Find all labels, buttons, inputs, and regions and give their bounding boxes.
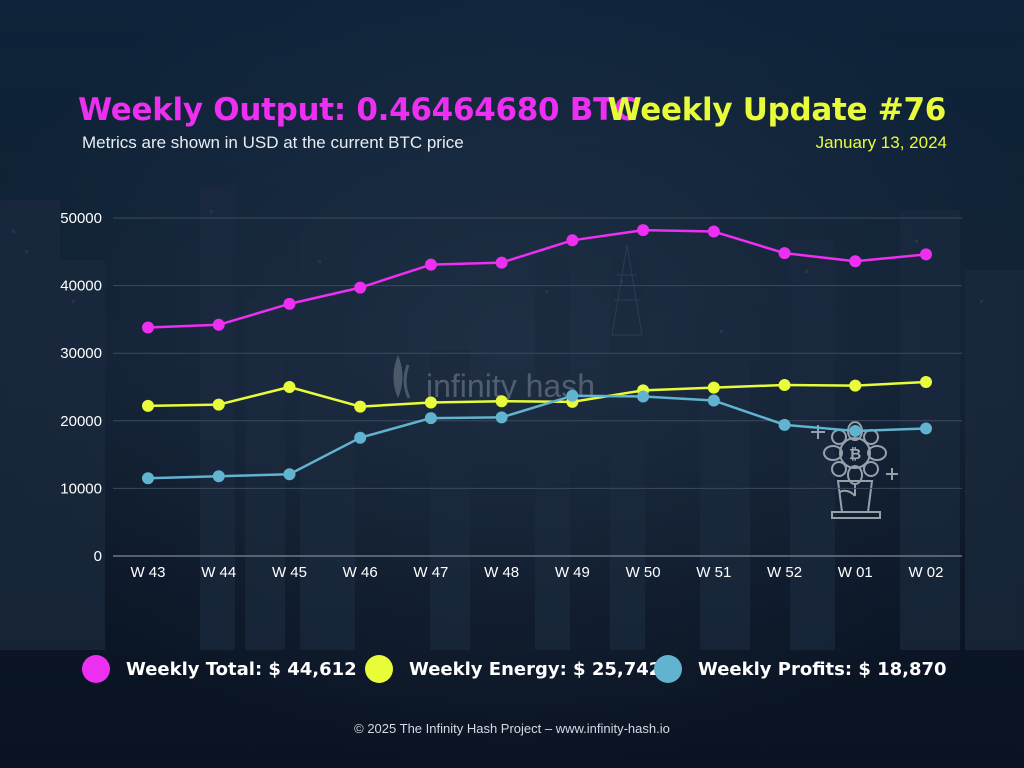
data-point-weekly-profits-w-01 bbox=[849, 424, 862, 437]
data-point-weekly-profits-w-52 bbox=[778, 418, 791, 431]
data-point-weekly-energy-w-44 bbox=[212, 398, 225, 411]
x-tick-label-w-43: W 43 bbox=[130, 564, 165, 581]
weekly-update-title: Weekly Update #76 bbox=[607, 92, 946, 128]
data-point-weekly-energy-w-43 bbox=[142, 399, 154, 412]
data-point-weekly-energy-w-45 bbox=[283, 381, 296, 393]
svg-text:₿: ₿ bbox=[849, 446, 861, 463]
data-point-weekly-profits-w-50 bbox=[637, 390, 650, 403]
data-point-weekly-total-w-43 bbox=[142, 321, 154, 334]
x-tick-label-w-47: W 47 bbox=[413, 564, 448, 581]
data-point-weekly-energy-w-02 bbox=[920, 375, 932, 388]
legend-swatch-weekly-profits bbox=[654, 655, 682, 683]
legend-label-weekly-total: Weekly Total: $ 44,612 bbox=[126, 658, 357, 680]
data-point-weekly-total-w-51 bbox=[707, 225, 720, 238]
x-tick-label-w-44: W 44 bbox=[201, 564, 236, 581]
legend-item-weekly-total: Weekly Total: $ 44,612 bbox=[82, 651, 357, 687]
series-line-weekly-energy bbox=[147, 380, 927, 408]
chart-legend: Weekly Total: $ 44,612 Weekly Energy: $ … bbox=[0, 651, 1024, 691]
x-tick-label-w-51: W 51 bbox=[696, 564, 731, 581]
data-point-weekly-profits-w-46 bbox=[354, 431, 367, 444]
data-point-weekly-total-w-49 bbox=[566, 234, 579, 247]
y-tick-label-50000: 50000 bbox=[60, 210, 102, 227]
legend-label-weekly-energy: Weekly Energy: $ 25,742 bbox=[409, 658, 662, 680]
y-tick-label-30000: 30000 bbox=[60, 345, 102, 362]
data-point-weekly-profits-w-49 bbox=[566, 389, 579, 402]
data-point-weekly-total-w-52 bbox=[778, 247, 791, 260]
data-point-weekly-profits-w-45 bbox=[283, 468, 296, 481]
data-point-weekly-energy-w-01 bbox=[849, 379, 862, 392]
data-point-weekly-total-w-50 bbox=[637, 224, 650, 237]
series-line-weekly-total bbox=[147, 228, 927, 329]
legend-item-weekly-profits: Weekly Profits: $ 18,870 bbox=[654, 651, 947, 687]
data-point-weekly-profits-w-51 bbox=[707, 394, 720, 407]
data-point-weekly-profits-w-47 bbox=[424, 412, 437, 425]
data-point-weekly-profits-w-43 bbox=[142, 472, 154, 485]
chart-series bbox=[142, 224, 932, 485]
data-point-weekly-energy-w-52 bbox=[778, 378, 791, 391]
data-point-weekly-energy-w-46 bbox=[354, 400, 367, 413]
legend-item-weekly-energy: Weekly Energy: $ 25,742 bbox=[365, 651, 661, 687]
data-point-weekly-total-w-44 bbox=[212, 318, 225, 331]
metrics-subtitle: Metrics are shown in USD at the current … bbox=[82, 133, 464, 152]
x-tick-label-w-46: W 46 bbox=[343, 564, 378, 581]
y-tick-label-40000: 40000 bbox=[60, 278, 102, 295]
data-point-weekly-total-w-01 bbox=[849, 255, 862, 268]
weekly-output-title: Weekly Output: 0.46464680 BTC bbox=[78, 92, 637, 128]
data-point-weekly-total-w-45 bbox=[283, 297, 296, 310]
y-tick-label-10000: 10000 bbox=[60, 480, 102, 497]
legend-label-weekly-profits: Weekly Profits: $ 18,870 bbox=[698, 658, 947, 680]
y-tick-label-0: 0 bbox=[94, 548, 102, 565]
series-line-weekly-profits bbox=[147, 394, 927, 480]
x-tick-label-w-49: W 49 bbox=[555, 564, 590, 581]
data-point-weekly-total-w-48 bbox=[495, 256, 508, 269]
data-point-weekly-energy-w-47 bbox=[424, 396, 437, 409]
data-point-weekly-total-w-46 bbox=[354, 281, 367, 294]
data-point-weekly-profits-w-02 bbox=[920, 422, 932, 435]
data-point-weekly-total-w-02 bbox=[920, 248, 932, 261]
y-tick-label-20000: 20000 bbox=[60, 413, 102, 430]
data-point-weekly-total-w-47 bbox=[424, 258, 437, 271]
x-tick-label-w-52: W 52 bbox=[767, 564, 802, 581]
x-tick-label-w-50: W 50 bbox=[626, 564, 661, 581]
x-axis-ticks: W 43 W 44 W 45 W 46 W 47 W 48 W 49 W 50 W 51 W 52… bbox=[130, 564, 943, 581]
x-tick-label-w-01: W 01 bbox=[838, 564, 873, 581]
data-point-weekly-profits-w-44 bbox=[212, 470, 225, 483]
update-date: January 13, 2024 bbox=[815, 133, 947, 152]
x-tick-label-w-45: W 45 bbox=[272, 564, 307, 581]
legend-swatch-weekly-total bbox=[82, 655, 110, 683]
data-point-weekly-profits-w-48 bbox=[495, 411, 508, 424]
x-tick-label-w-02: W 02 bbox=[908, 564, 943, 581]
data-point-weekly-energy-w-48 bbox=[495, 395, 508, 408]
data-point-weekly-energy-w-51 bbox=[707, 381, 720, 394]
chart-grid bbox=[113, 217, 962, 557]
legend-swatch-weekly-energy bbox=[365, 655, 393, 683]
x-tick-label-w-48: W 48 bbox=[484, 564, 519, 581]
copyright-footer: © 2025 The Infinity Hash Project – www.i… bbox=[354, 721, 670, 736]
y-axis-ticks: 0 10000 20000 30000 40000 50000 bbox=[60, 210, 102, 565]
